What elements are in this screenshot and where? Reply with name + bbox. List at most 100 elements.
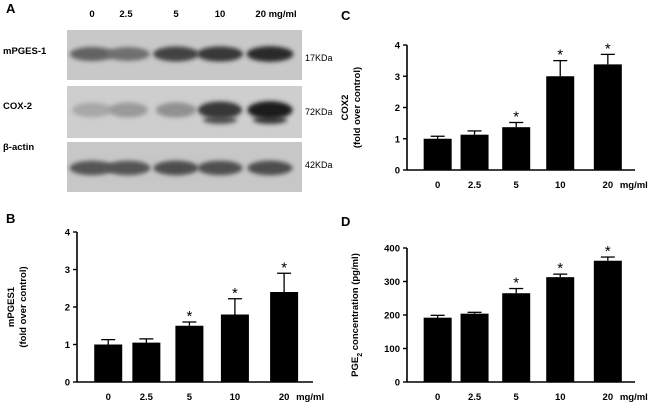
band-2-1 bbox=[105, 160, 151, 176]
x-unit-label: mg/ml bbox=[620, 180, 648, 191]
blot-row-beta-actin: β-actin 42KDa bbox=[3, 142, 333, 192]
bar-10 bbox=[546, 277, 575, 382]
lane-label-5: 5 bbox=[173, 9, 179, 20]
significance-star: * bbox=[605, 40, 611, 57]
lane-label-0: 0 bbox=[89, 9, 94, 20]
blot-row-mpges1: mPGES-1 17KDa bbox=[3, 30, 333, 80]
x-tick-label: 10 bbox=[230, 392, 241, 403]
lane-label-10: 10 bbox=[215, 9, 226, 20]
significance-star: * bbox=[513, 109, 519, 126]
bar-2.5 bbox=[132, 342, 161, 382]
protein-label-mpges1: mPGES-1 bbox=[3, 46, 47, 57]
bands-beta-actin bbox=[69, 160, 293, 176]
bar-20 bbox=[593, 64, 622, 170]
band-1-4 bbox=[247, 101, 293, 119]
x-tick-label: 20 bbox=[603, 392, 614, 403]
x-tick-label: 0 bbox=[435, 180, 440, 191]
panel-label-c: C bbox=[341, 8, 351, 23]
chart-mpges1: 0 1 2 3 4 0 2.5 * 5 * 10 * 20 mg/ml mPGES1 (fold over c… bbox=[6, 228, 324, 404]
lane-label-2-5: 2.5 bbox=[119, 9, 133, 20]
band-2-0 bbox=[69, 160, 115, 176]
bands-cox2 bbox=[72, 101, 293, 124]
bar-2.5 bbox=[460, 134, 489, 170]
x-tick-label: 0 bbox=[106, 392, 111, 403]
y-tick-label: 1 bbox=[395, 134, 401, 145]
lane-label-20: 20 mg/ml bbox=[255, 9, 296, 20]
y-tick-label: 2 bbox=[65, 303, 70, 314]
significance-star: * bbox=[513, 275, 519, 292]
blot-row-cox2: COX-2 72KDa bbox=[3, 86, 333, 138]
band-2-4 bbox=[247, 160, 293, 176]
x-tick-label: 20 bbox=[279, 392, 290, 403]
bar-2.5 bbox=[460, 313, 489, 382]
bar-20 bbox=[270, 292, 299, 382]
x-tick-label: 20 bbox=[603, 180, 614, 191]
band-2-3 bbox=[197, 160, 243, 176]
band-lower-1-3 bbox=[203, 116, 237, 124]
band-1-2 bbox=[155, 102, 197, 118]
mw-label-42kda: 42KDa bbox=[305, 160, 333, 170]
x-unit-label: mg/ml bbox=[296, 392, 324, 403]
x-tick-label: 2.5 bbox=[140, 392, 154, 403]
y-tick-label: 4 bbox=[65, 228, 71, 239]
x-tick-label: 10 bbox=[555, 392, 566, 403]
bar-5 bbox=[502, 293, 531, 382]
bands-mpges1 bbox=[69, 46, 294, 62]
panel-label-d: D bbox=[341, 214, 350, 229]
lane-labels: 0 2.5 5 10 20 mg/ml bbox=[89, 9, 296, 20]
chart-pge2: 0 100 200 300 400 0 2.5 * 5 * 10 * 20 mg/ml PGE2 conce… bbox=[350, 243, 648, 403]
band-lower-1-4 bbox=[253, 116, 287, 124]
bar-0 bbox=[94, 344, 123, 382]
y-label-part: PGE bbox=[350, 357, 361, 377]
y-tick-label: 4 bbox=[395, 41, 401, 52]
x-tick-label: 5 bbox=[187, 392, 193, 403]
band-1-0 bbox=[72, 102, 112, 118]
x-tick-label: 2.5 bbox=[468, 392, 482, 403]
bar-0 bbox=[423, 317, 452, 382]
band-1-3 bbox=[197, 101, 243, 119]
bar-0 bbox=[423, 138, 452, 170]
significance-star: * bbox=[186, 308, 192, 325]
significance-star: * bbox=[557, 260, 563, 277]
y-axis-label: COX2 bbox=[340, 95, 351, 121]
band-2-2 bbox=[153, 160, 199, 176]
panel-label-b: B bbox=[6, 211, 15, 226]
mw-label-17kda: 17KDa bbox=[305, 53, 333, 63]
x-tick-label: 10 bbox=[555, 180, 566, 191]
bar-10 bbox=[546, 76, 575, 170]
band-0-4 bbox=[246, 46, 294, 62]
x-unit-label: mg/ml bbox=[620, 392, 648, 403]
protein-label-cox2: COX-2 bbox=[3, 101, 32, 112]
significance-star: * bbox=[232, 285, 238, 302]
panel-label-a: A bbox=[6, 1, 16, 16]
x-tick-label: 2.5 bbox=[468, 180, 482, 191]
band-0-1 bbox=[106, 47, 150, 61]
band-0-2 bbox=[153, 46, 199, 62]
y-tick-label: 100 bbox=[384, 344, 400, 355]
y-tick-label: 0 bbox=[395, 166, 400, 177]
protein-label-beta-actin: β-actin bbox=[3, 142, 34, 153]
y-axis-label: (fold over control) bbox=[352, 67, 363, 148]
bar-20 bbox=[593, 260, 622, 382]
significance-star: * bbox=[605, 243, 611, 260]
y-label-subscript: 2 bbox=[357, 353, 364, 357]
chart-cox2: 0 1 2 3 4 0 2.5 * 5 * 10 * 20 mg/ml COX2 (fold over con… bbox=[340, 40, 648, 191]
y-tick-label: 3 bbox=[395, 72, 400, 83]
bar-5 bbox=[502, 127, 531, 170]
x-tick-label: 5 bbox=[514, 180, 520, 191]
y-axis-label: mPGES1 bbox=[6, 286, 17, 327]
x-tick-label: 5 bbox=[514, 392, 520, 403]
y-tick-label: 1 bbox=[65, 340, 71, 351]
significance-star: * bbox=[281, 259, 287, 276]
x-tick-label: 0 bbox=[435, 392, 440, 403]
y-tick-label: 0 bbox=[65, 378, 70, 389]
band-0-0 bbox=[69, 46, 115, 62]
y-label-part: concentration (pg/ml) bbox=[350, 253, 361, 353]
mw-label-72kda: 72KDa bbox=[305, 107, 333, 117]
significance-star: * bbox=[557, 47, 563, 64]
band-0-3 bbox=[196, 46, 244, 62]
y-axis-label: PGE2 concentration (pg/ml) bbox=[350, 253, 364, 377]
y-axis-label: (fold over control) bbox=[18, 266, 29, 347]
y-tick-label: 3 bbox=[65, 265, 70, 276]
